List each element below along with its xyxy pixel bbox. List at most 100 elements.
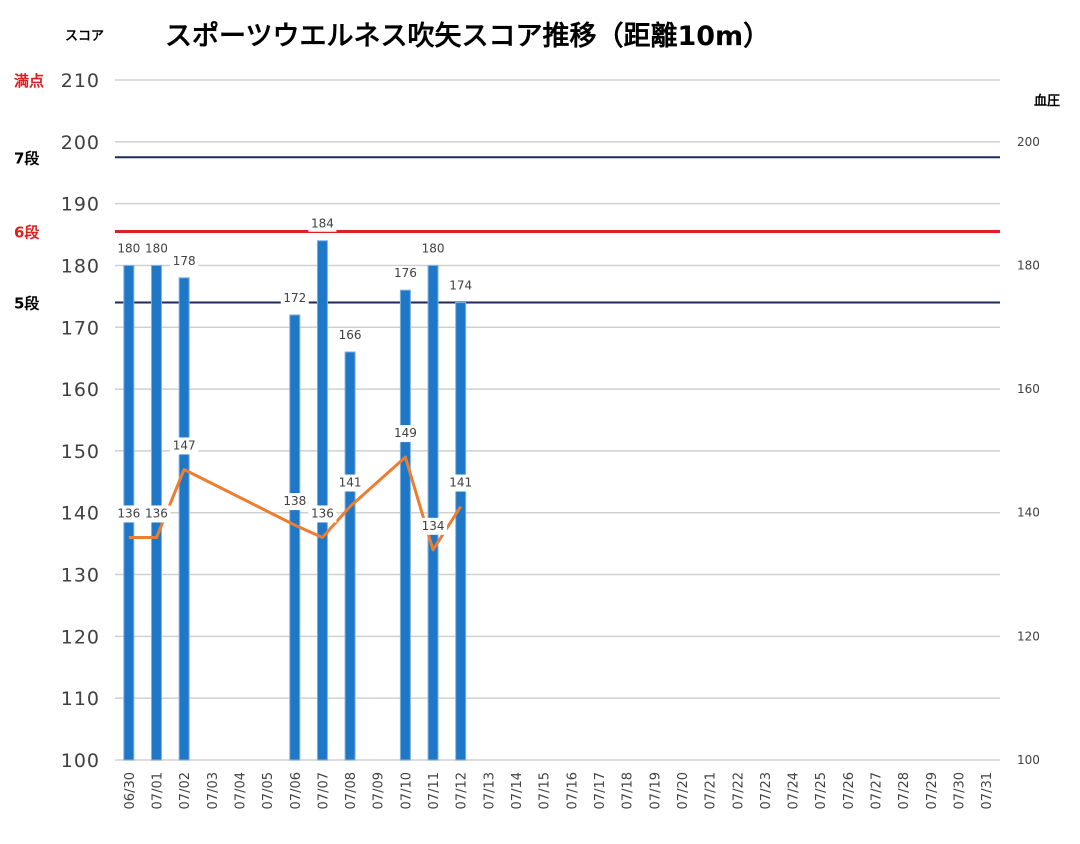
x-tick: 07/25 [814, 772, 829, 809]
x-tick: 07/08 [344, 772, 359, 809]
x-tick: 07/18 [621, 772, 636, 809]
x-tick: 07/20 [676, 772, 691, 809]
x-tick: 07/14 [510, 772, 525, 809]
bar [316, 240, 328, 761]
line-data-label: 134 [422, 519, 445, 533]
y-tick-left: 160 [61, 379, 100, 401]
x-tick: 07/09 [372, 772, 387, 809]
y-tick-right: 120 [1017, 629, 1040, 643]
y-tick-left: 150 [61, 441, 100, 463]
x-axis: 06/30 07/01 07/02 07/03 07/04 07/05 07/06 07/07… [123, 772, 995, 809]
y-tick-right: 200 [1017, 135, 1040, 149]
line-label-bg [170, 437, 199, 455]
data-labels: 180 180 178 172 184 166 176 180 174 136 136 147 138 1… [114, 216, 475, 535]
bar-label-bg [280, 290, 309, 306]
bar-data-label: 172 [283, 291, 306, 305]
line-data-label: 147 [173, 438, 196, 452]
bar-data-label: 166 [339, 328, 362, 342]
x-tick: 07/03 [206, 772, 221, 809]
x-tick: 07/23 [759, 772, 774, 809]
bar-data-label: 176 [394, 266, 417, 280]
bar-data-label: 180 [145, 241, 168, 255]
line-label-bg [419, 517, 448, 535]
bar-label-bg [114, 241, 143, 257]
bar [399, 289, 411, 761]
line-label-bg [114, 505, 143, 523]
bar [289, 314, 301, 761]
bar-data-label: 180 [117, 241, 140, 255]
x-tick: 07/26 [842, 772, 857, 809]
line-data-label: 136 [311, 506, 334, 520]
y-tick-left: 130 [61, 565, 100, 587]
y-axis-left-title: スコア [65, 29, 104, 44]
line-label-bg [336, 474, 365, 492]
bar-label-bg [391, 266, 420, 282]
y-tick-right: 140 [1017, 506, 1040, 520]
line-data-label: 141 [449, 476, 472, 490]
x-tick: 07/19 [648, 772, 663, 809]
y-axis-right-title: 血圧 [1034, 93, 1060, 109]
gridlines [115, 79, 1000, 761]
x-tick: 07/04 [233, 772, 248, 809]
y-tick-left: 140 [61, 503, 100, 525]
reference-label: 6段 [14, 223, 39, 241]
x-tick: 07/16 [565, 772, 580, 809]
bar-data-label: 184 [311, 217, 334, 231]
bar-data-label: 178 [173, 254, 196, 268]
x-tick: 07/12 [455, 772, 470, 809]
x-tick: 07/27 [870, 772, 885, 809]
line-data-label: 136 [145, 506, 168, 520]
x-tick: 07/29 [925, 772, 940, 809]
y-tick-left: 170 [61, 317, 100, 339]
y-axis-right: 100 120 140 160 180 200 [1017, 135, 1040, 767]
x-tick: 07/05 [261, 772, 276, 809]
x-tick: 07/15 [538, 772, 553, 809]
bar-label-bg [308, 216, 337, 232]
line-label-bg [391, 425, 420, 443]
x-tick: 06/30 [123, 772, 138, 809]
line-data-label: 136 [117, 506, 140, 520]
x-tick: 07/01 [150, 772, 165, 809]
line-label-bg [280, 493, 309, 511]
x-tick: 07/21 [704, 772, 719, 809]
bar [427, 264, 439, 761]
x-tick: 07/02 [178, 772, 193, 809]
x-tick: 07/28 [897, 772, 912, 809]
bar-label-bg [142, 241, 171, 257]
line-label-bg [142, 505, 171, 523]
bar-label-bg [336, 328, 365, 343]
bar [344, 351, 356, 761]
bar-label-bg [446, 278, 475, 294]
x-tick: 07/07 [316, 772, 331, 809]
x-tick: 07/06 [289, 772, 304, 809]
reference-label: 満点 [14, 72, 44, 90]
line-data-label: 141 [339, 476, 362, 490]
line-label-bg [308, 505, 337, 523]
y-tick-left: 180 [61, 255, 100, 277]
bar-label-bg [170, 253, 199, 269]
x-tick: 07/30 [953, 772, 968, 809]
reference-lines: 満点 7段 6段 5段 [14, 72, 1000, 313]
chart-title: スポーツウエルネス吹矢スコア推移（距離10m） [165, 20, 770, 52]
y-tick-left: 120 [61, 626, 100, 648]
line-label-bg [446, 474, 475, 492]
y-tick-left: 210 [61, 70, 100, 92]
reference-label: 5段 [14, 295, 39, 313]
y-tick-left: 200 [61, 132, 100, 154]
x-tick: 07/13 [482, 772, 497, 809]
line-data-label: 138 [283, 494, 306, 508]
x-tick: 07/31 [980, 772, 995, 809]
y-axis-left: 100 110 120 130 140 150 160 170 180 190 200 210 [61, 70, 100, 772]
x-tick: 07/24 [787, 772, 802, 809]
line-data-label: 149 [394, 426, 417, 440]
bar [178, 277, 190, 761]
bar-data-label: 174 [449, 279, 472, 293]
x-tick: 07/11 [427, 772, 442, 809]
y-tick-right: 100 [1017, 753, 1040, 767]
y-tick-left: 110 [61, 688, 100, 710]
y-tick-left: 100 [61, 750, 100, 772]
bar [455, 302, 467, 761]
y-tick-left: 190 [61, 194, 100, 216]
reference-label: 7段 [14, 149, 39, 167]
